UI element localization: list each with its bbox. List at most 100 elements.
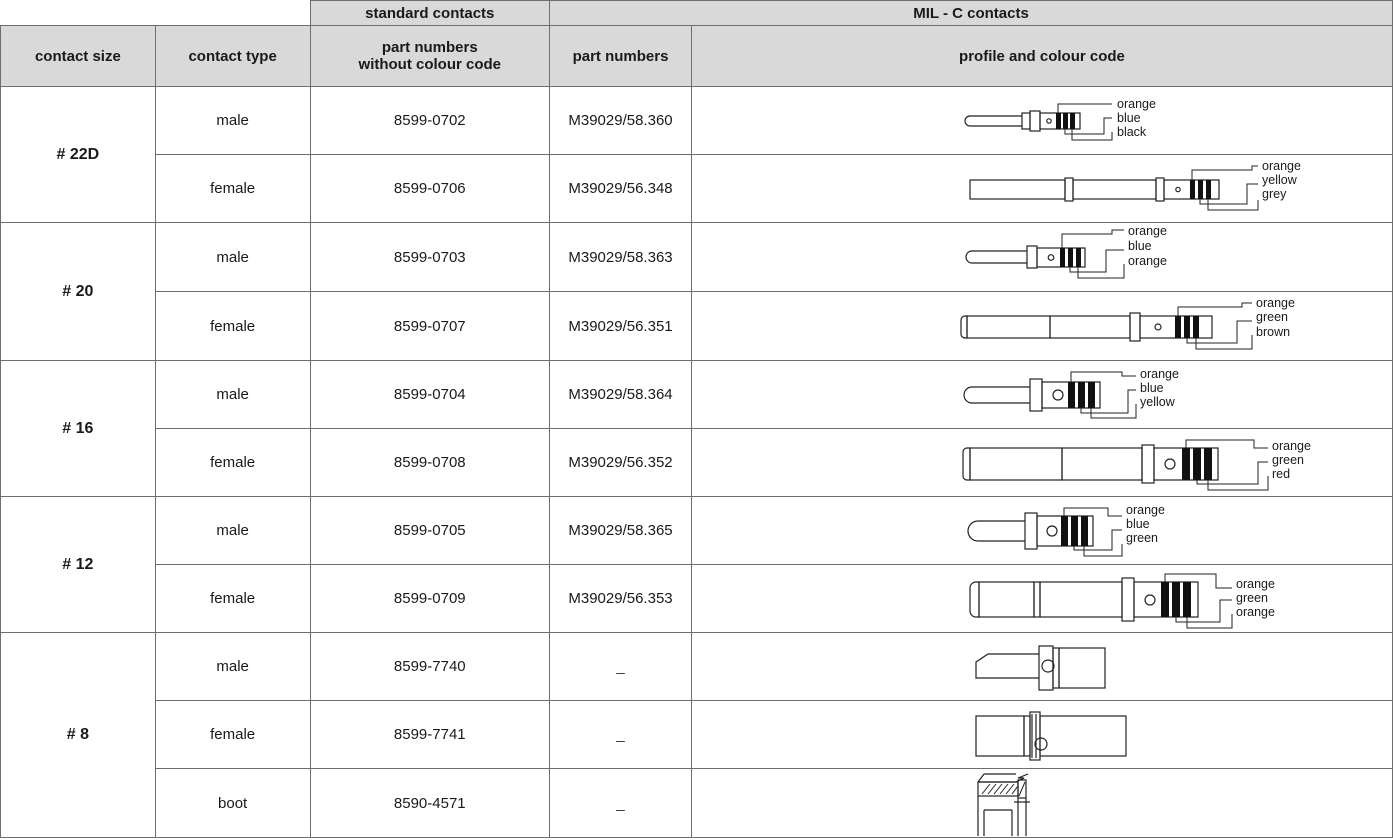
contact-type-cell: male [154,222,311,292]
contact-profile-drawing: orange blue green [967,503,1165,556]
table-row: # 16 male 8599-0704 M39029/58.364 orange [0,360,1393,497]
contact-profile-drawing: orange green brown [960,296,1295,349]
contact-profile-drawing: orange green orange [969,573,1275,628]
table-row: boot 8590-4571 _ [1,768,1393,838]
mil-part-number-cell: M39029/56.351 [549,291,692,361]
colour-label: brown [1256,325,1290,339]
mil-part-number-cell: _ [549,632,692,701]
contact-size-cell: # 16 [0,360,156,497]
leader-lines [1164,573,1233,628]
mil-part-number-cell: M39029/58.364 [549,360,692,429]
contact-profile-drawing [977,772,1030,836]
colour-label: blue [1126,517,1150,531]
col-header-profile: profile and colour code [690,25,1393,87]
leader-lines [1063,507,1123,556]
profile-cell: orange blue green [690,496,1393,565]
contact-profile-drawing [975,644,1106,691]
mil-part-number-cell: M39029/56.352 [549,428,692,497]
table-row: female 8599-0707 M39029/56.351 [1,291,1393,361]
colour-bands [1055,112,1075,129]
colour-label: yellow [1140,395,1176,409]
mil-part-number-cell: _ [549,768,692,838]
contact-outline [965,244,1086,269]
leader-lines [1185,439,1269,490]
std-part-number-cell: 8599-0702 [309,86,551,155]
leader-lines [1191,165,1259,210]
contact-outline [975,644,1106,691]
mil-part-number-cell: M39029/58.363 [549,222,692,292]
contact-profile-drawing: orange blue black [964,97,1156,140]
leader-lines [1177,302,1253,349]
col-header-contact-type: contact type [154,25,311,87]
contact-profile-drawing: orange green red [962,439,1311,490]
mil-part-number-cell: M39029/56.353 [549,564,692,633]
table-row: female 8599-0709 M39029/56.353 [1,564,1393,633]
std-part-number-cell: 8599-0709 [309,564,551,633]
profile-cell [690,632,1393,701]
contact-type-cell: female [154,564,311,633]
std-part-number-cell: 8599-0705 [309,496,551,565]
profile-cell [690,768,1393,838]
colour-bands [1189,179,1211,199]
contact-outline [960,311,1213,342]
profile-cell: orange yellow grey [690,154,1393,223]
contact-outline [975,710,1127,761]
contact-size-cell: # 12 [0,496,156,633]
group-header-mil: MIL - C contacts [549,0,1393,26]
std-part-number-cell: 8590-4571 [309,768,551,838]
leader-lines [1061,229,1125,278]
col-header-part-numbers-std: part numbers without colour code [309,25,551,87]
colour-label: grey [1262,187,1287,201]
colour-bands [1160,581,1191,617]
profile-cell: orange green red [690,428,1393,497]
colour-bands [1067,381,1095,408]
std-part-number-cell: 8599-7740 [309,632,551,701]
contact-type-cell: female [154,291,311,361]
profile-cell: orange blue black [690,86,1393,155]
contact-type-cell: male [154,86,311,155]
colour-label: blue [1140,381,1164,395]
colour-label: orange [1262,159,1301,173]
table-row: # 22D male 8599-0702 M39029/58.360 or [0,86,1393,223]
colour-bands [1060,515,1088,546]
std-part-number-cell: 8599-0703 [309,222,551,292]
colour-bands [1174,315,1199,338]
table-row: # 12 male 8599-0705 M39029/58.365 orange [0,496,1393,633]
colour-label: orange [1272,439,1311,453]
colour-label: orange [1128,254,1167,268]
contact-type-cell: male [154,360,311,429]
std-part-number-cell: 8599-0706 [309,154,551,223]
colour-label: orange [1236,577,1275,591]
contact-type-cell: female [154,154,311,223]
table-row: # 8 male 8599-7740 _ [0,632,1393,838]
contact-size-cell: # 22D [0,86,156,223]
contact-size-cell: # 8 [0,632,156,838]
colour-label: orange [1256,296,1295,310]
header-blank [0,0,311,26]
contact-profile-drawing [975,710,1127,761]
colour-label: green [1256,310,1288,324]
mil-part-number-cell: M39029/58.360 [549,86,692,155]
leader-lines [1070,371,1137,418]
group-header-standard: standard contacts [309,0,551,26]
leader-lines [1057,103,1113,140]
mil-part-number-cell: M39029/58.365 [549,496,692,565]
mil-part-number-cell: _ [549,700,692,769]
contact-size-cell: # 20 [0,222,156,361]
profile-cell: orange blue orange [690,222,1393,292]
profile-cell [690,700,1393,769]
colour-bands [1181,447,1212,480]
contact-profile-drawing: orange blue orange [965,224,1167,278]
table-row: female 8599-7741 _ [1,700,1393,769]
colour-label: orange [1117,97,1156,111]
std-part-number-cell: 8599-7741 [309,700,551,769]
std-part-number-cell: 8599-0708 [309,428,551,497]
contact-profile-drawing: orange yellow grey [969,159,1301,210]
contact-type-cell: female [154,428,311,497]
col-header-contact-size: contact size [0,25,156,87]
colour-label: orange [1126,503,1165,517]
table-row: # 20 male 8599-0703 M39029/58.363 orange [0,222,1393,361]
colour-label: orange [1140,367,1179,381]
colour-label: yellow [1262,173,1298,187]
